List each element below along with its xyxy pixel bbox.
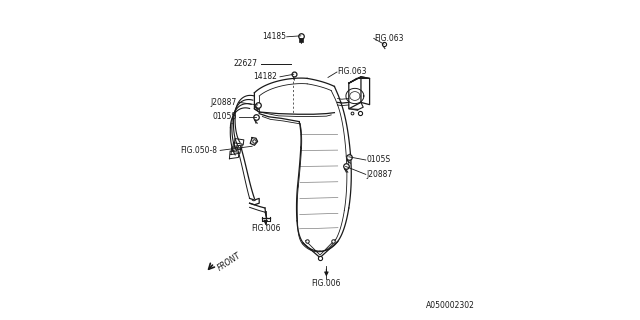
Text: 22627: 22627	[234, 60, 258, 68]
Text: 0105S: 0105S	[212, 112, 237, 121]
Text: FIG.050-8: FIG.050-8	[180, 146, 218, 155]
Text: J20887: J20887	[211, 98, 237, 107]
Text: FRONT: FRONT	[216, 251, 243, 273]
Text: FIG.006: FIG.006	[251, 224, 280, 233]
Text: A050002302: A050002302	[426, 301, 475, 310]
Text: 14185: 14185	[262, 32, 287, 41]
Text: 14182: 14182	[253, 72, 277, 81]
Text: FIG.006: FIG.006	[312, 279, 341, 288]
Text: J20887: J20887	[366, 170, 393, 179]
Text: 0105S: 0105S	[366, 156, 390, 164]
Text: FIG.063: FIG.063	[338, 68, 367, 76]
Text: FIG.063: FIG.063	[374, 34, 404, 43]
